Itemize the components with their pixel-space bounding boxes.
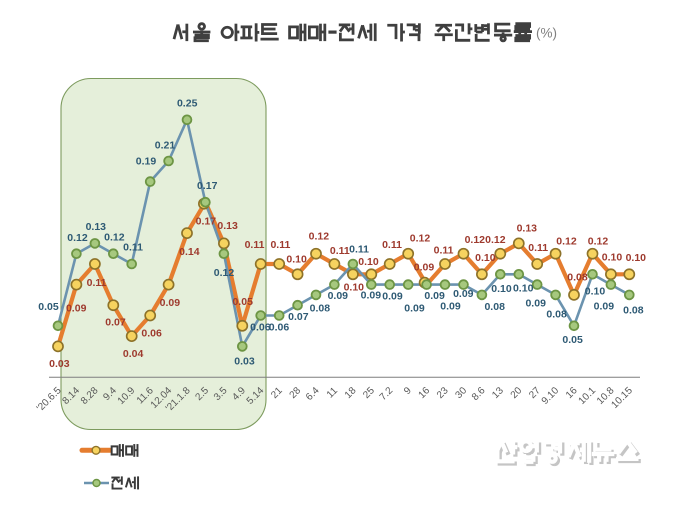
- svg-text:0.17: 0.17: [196, 216, 217, 228]
- svg-text:0.11: 0.11: [349, 244, 369, 256]
- svg-text:0.06: 0.06: [250, 321, 271, 333]
- svg-text:0.06: 0.06: [141, 328, 162, 340]
- svg-text:0.25: 0.25: [177, 98, 198, 110]
- svg-text:0.09: 0.09: [382, 291, 403, 303]
- svg-text:0.13: 0.13: [517, 222, 538, 234]
- svg-text:0.05: 0.05: [38, 301, 59, 313]
- svg-text:0.09: 0.09: [414, 261, 435, 273]
- svg-text:0.10: 0.10: [626, 252, 647, 264]
- svg-text:0.09: 0.09: [328, 290, 349, 302]
- svg-text:0.09: 0.09: [525, 298, 546, 310]
- svg-text:0.10: 0.10: [513, 283, 534, 295]
- svg-text:0.09: 0.09: [361, 289, 382, 301]
- svg-text:0.11: 0.11: [123, 242, 143, 254]
- svg-text:0.08: 0.08: [623, 305, 644, 317]
- svg-text:0.17: 0.17: [197, 180, 218, 192]
- svg-text:0.09: 0.09: [453, 288, 474, 300]
- svg-text:0.07: 0.07: [288, 311, 309, 323]
- svg-text:0.12: 0.12: [214, 267, 235, 279]
- svg-text:0.10: 0.10: [475, 252, 496, 264]
- svg-text:0.10: 0.10: [602, 252, 623, 264]
- svg-text:0.12: 0.12: [309, 230, 330, 242]
- svg-text:0.10: 0.10: [344, 281, 365, 293]
- svg-text:0.05: 0.05: [232, 296, 253, 308]
- svg-text:0.11: 0.11: [528, 242, 548, 254]
- svg-text:0.11: 0.11: [87, 277, 107, 289]
- svg-text:0.03: 0.03: [234, 356, 255, 368]
- svg-text:0.08: 0.08: [546, 309, 567, 321]
- svg-text:0.13: 0.13: [217, 220, 238, 232]
- svg-text:0.08: 0.08: [484, 301, 505, 313]
- svg-text:0.11: 0.11: [270, 239, 290, 251]
- svg-text:0.06: 0.06: [269, 321, 290, 333]
- svg-text:0.12: 0.12: [67, 232, 88, 244]
- svg-text:0.21: 0.21: [155, 140, 176, 152]
- svg-text:0.09: 0.09: [424, 290, 445, 302]
- svg-text:0.11: 0.11: [434, 244, 454, 256]
- svg-text:0.03: 0.03: [49, 358, 70, 370]
- svg-text:0.04: 0.04: [123, 348, 144, 360]
- svg-text:0.14: 0.14: [179, 246, 200, 258]
- svg-text:0.07: 0.07: [105, 317, 126, 329]
- svg-text:0.12: 0.12: [556, 236, 577, 248]
- svg-text:0.12: 0.12: [104, 232, 125, 244]
- svg-text:0.19: 0.19: [136, 156, 157, 168]
- svg-text:0.10: 0.10: [286, 253, 307, 265]
- svg-text:0.09: 0.09: [404, 303, 425, 315]
- svg-text:0.13: 0.13: [86, 221, 107, 233]
- svg-text:0.05: 0.05: [562, 334, 583, 346]
- svg-text:0.10: 0.10: [585, 286, 606, 298]
- svg-text:0.08: 0.08: [310, 302, 331, 314]
- svg-text:0.09: 0.09: [440, 301, 461, 313]
- svg-text:0.12: 0.12: [588, 236, 609, 248]
- svg-text:0.09: 0.09: [594, 300, 615, 312]
- svg-text:0.09: 0.09: [160, 297, 181, 309]
- svg-text:0.12: 0.12: [465, 234, 486, 246]
- svg-text:0.10: 0.10: [491, 283, 512, 295]
- svg-text:0.10: 0.10: [358, 256, 379, 268]
- svg-text:0.12: 0.12: [410, 233, 431, 245]
- svg-text:0.11: 0.11: [382, 239, 402, 251]
- svg-text:0.12: 0.12: [485, 234, 506, 246]
- svg-text:0.11: 0.11: [245, 239, 265, 251]
- svg-text:(%): (%): [536, 26, 557, 41]
- svg-text:0.09: 0.09: [66, 303, 87, 315]
- svg-text:0.11: 0.11: [330, 245, 350, 257]
- svg-text:0.08: 0.08: [567, 272, 588, 284]
